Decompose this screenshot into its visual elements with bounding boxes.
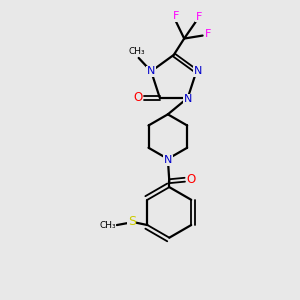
Text: N: N (194, 66, 202, 76)
Text: CH₃: CH₃ (129, 47, 146, 56)
Text: F: F (196, 12, 202, 22)
Text: N: N (164, 155, 172, 165)
Text: F: F (173, 11, 179, 21)
Text: CH₃: CH₃ (99, 221, 116, 230)
Text: S: S (128, 215, 136, 228)
Text: N: N (147, 66, 155, 76)
Text: F: F (206, 29, 212, 39)
Text: N: N (184, 94, 192, 104)
Text: O: O (133, 92, 142, 104)
Text: O: O (186, 173, 195, 186)
